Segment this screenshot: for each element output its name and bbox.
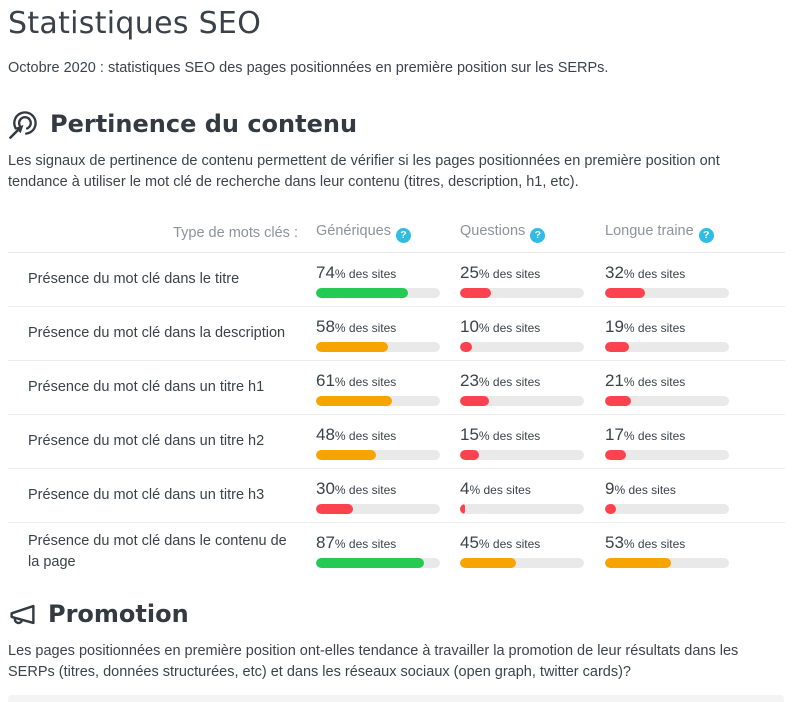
stat-cell: 58% des sites: [316, 315, 460, 352]
stat-cell: 19% des sites: [605, 315, 785, 352]
row-label: Présence du mot clé dans un titre h3: [28, 486, 265, 503]
percent-label: 25% des sites: [460, 262, 541, 282]
table-row: Présence du mot clé dans un titre h2 48%…: [8, 415, 785, 469]
table-row: Présence du mot clé dans un titre h1 61%…: [8, 361, 785, 415]
progress-bar: [605, 557, 729, 568]
progress-bar: [460, 503, 584, 514]
percent-label: 58% des sites: [316, 316, 397, 336]
stat-cell: 45% des sites: [460, 531, 605, 573]
stat-cell: 48% des sites: [316, 423, 460, 460]
target-click-icon: [8, 109, 39, 140]
stat-cell: 74% des sites: [316, 261, 460, 298]
percent-label: 15% des sites: [460, 424, 541, 444]
progress-bar: [460, 557, 584, 568]
row-label: Présence du mot clé dans le contenu de l…: [28, 532, 287, 570]
section-title: Pertinence du contenu: [50, 110, 358, 138]
percent-label: 74% des sites: [316, 262, 397, 282]
table-body: Présence du mot clé dans le titre 74% de…: [8, 253, 785, 583]
stat-cell: 32% des sites: [605, 261, 785, 298]
progress-bar: [316, 395, 440, 406]
section-description-pertinence: Les signaux de pertinence de contenu per…: [8, 153, 720, 190]
percent-label: 4% des sites: [460, 478, 531, 498]
keyword-stats-table: Type de mots clés : Génériques? Question…: [8, 211, 785, 583]
question-icon[interactable]: ?: [698, 227, 714, 243]
section-title: Promotion: [48, 599, 189, 628]
percent-label: 9% des sites: [605, 478, 676, 498]
progress-bar: [316, 287, 440, 298]
progress-bar: [460, 395, 584, 406]
percent-label: 30% des sites: [316, 478, 397, 498]
percent-label: 17% des sites: [605, 424, 686, 444]
stat-cell: 53% des sites: [605, 531, 785, 573]
percent-label: 61% des sites: [316, 370, 397, 390]
progress-bar: [316, 503, 440, 514]
percent-label: 48% des sites: [316, 424, 397, 444]
question-icon[interactable]: ?: [530, 227, 546, 243]
stat-cell: 21% des sites: [605, 369, 785, 406]
table-row: Présence du mot clé dans le titre 74% de…: [8, 253, 785, 307]
progress-bar: [605, 395, 729, 406]
table-row: Présence du mot clé dans un titre h3 30%…: [8, 469, 785, 523]
page-title: Statistiques SEO: [8, 6, 262, 41]
percent-label: 21% des sites: [605, 370, 686, 390]
column-header-longue-traine: Longue traine?: [605, 223, 785, 243]
section-heading-pertinence: Pertinence du contenu: [8, 109, 793, 140]
stat-cell: 15% des sites: [460, 423, 605, 460]
row-label: Présence du mot clé dans un titre h1: [28, 378, 265, 395]
percent-label: 10% des sites: [460, 316, 541, 336]
percent-label: 45% des sites: [460, 532, 541, 552]
progress-bar: [316, 449, 440, 460]
percent-label: 53% des sites: [605, 532, 686, 552]
column-header-row-label: Type de mots clés :: [173, 224, 298, 241]
stat-cell: 4% des sites: [460, 477, 605, 514]
stat-cell: 23% des sites: [460, 369, 605, 406]
progress-bar: [605, 341, 729, 352]
stat-cell: 25% des sites: [460, 261, 605, 298]
column-header-generiques: Génériques?: [316, 223, 460, 243]
progress-bar: [605, 503, 729, 514]
percent-label: 87% des sites: [316, 532, 397, 552]
percent-label: 19% des sites: [605, 316, 686, 336]
progress-bar: [460, 341, 584, 352]
table-row: Présence du mot clé dans le contenu de l…: [8, 523, 785, 583]
stat-cell: 10% des sites: [460, 315, 605, 352]
seo-statistics-page: Statistiques SEO Octobre 2020 : statisti…: [0, 4, 793, 702]
progress-bar: [605, 287, 729, 298]
row-label: Présence du mot clé dans le titre: [28, 270, 240, 287]
page-subtitle: Octobre 2020 : statistiques SEO des page…: [8, 60, 609, 76]
question-icon[interactable]: ?: [395, 227, 411, 243]
table-row: Présence du mot clé dans la description …: [8, 307, 785, 361]
percent-label: 23% des sites: [460, 370, 541, 390]
stat-cell: 30% des sites: [316, 477, 460, 514]
section-description-promotion: Les pages positionnées en première posit…: [8, 642, 739, 680]
column-header-questions: Questions?: [460, 223, 605, 243]
percent-label: 32% des sites: [605, 262, 686, 282]
row-label: Présence du mot clé dans un titre h2: [28, 432, 265, 449]
progress-bar: [316, 557, 440, 568]
stat-cell: 61% des sites: [316, 369, 460, 406]
stat-cell: 87% des sites: [316, 531, 460, 573]
progress-bar: [460, 287, 584, 298]
section-heading-promotion: Promotion: [8, 599, 793, 630]
progress-bar: [460, 449, 584, 460]
table-header-row: Type de mots clés : Génériques? Question…: [8, 211, 785, 253]
stat-cell: 9% des sites: [605, 477, 785, 514]
stat-cell: 17% des sites: [605, 423, 785, 460]
megaphone-icon: [8, 600, 37, 629]
next-table-edge: [8, 694, 784, 702]
progress-bar: [316, 341, 440, 352]
row-label: Présence du mot clé dans la description: [28, 324, 286, 341]
progress-bar: [605, 449, 729, 460]
